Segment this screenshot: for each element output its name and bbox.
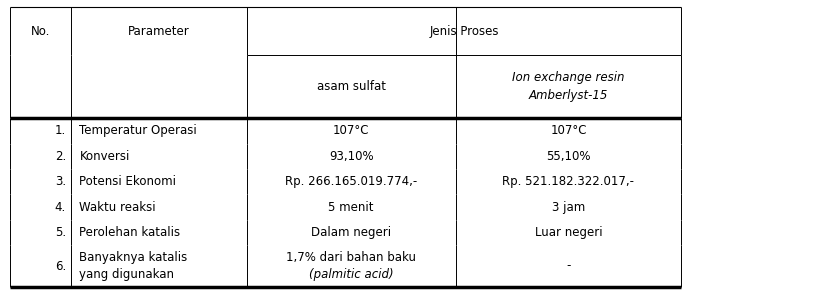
Text: Rp. 521.182.322.017,-: Rp. 521.182.322.017,- (502, 175, 635, 188)
Text: Luar negeri: Luar negeri (535, 226, 602, 239)
Text: Rp. 266.165.019.774,-: Rp. 266.165.019.774,- (285, 175, 417, 188)
Text: Jenis Proses: Jenis Proses (429, 25, 499, 38)
Text: Waktu reaksi: Waktu reaksi (79, 201, 156, 214)
Text: 55,10%: 55,10% (546, 150, 591, 163)
Text: (palmitic acid): (palmitic acid) (308, 268, 394, 281)
Text: 4.: 4. (55, 201, 66, 214)
Text: 3 jam: 3 jam (552, 201, 585, 214)
Text: Perolehan katalis: Perolehan katalis (79, 226, 181, 239)
Text: 107°C: 107°C (333, 124, 370, 138)
Text: 107°C: 107°C (550, 124, 587, 138)
Text: 1.: 1. (55, 124, 66, 138)
Text: asam sulfat: asam sulfat (317, 80, 385, 93)
Text: 6.: 6. (55, 260, 66, 272)
Text: 3.: 3. (55, 175, 66, 188)
Text: Banyaknya katalis
yang digunakan: Banyaknya katalis yang digunakan (79, 251, 187, 281)
Text: -: - (566, 260, 571, 272)
Text: Ion exchange resin
Amberlyst-15: Ion exchange resin Amberlyst-15 (512, 71, 624, 102)
Text: Parameter: Parameter (128, 25, 190, 38)
Text: 5 menit: 5 menit (329, 201, 374, 214)
Text: Potensi Ekonomi: Potensi Ekonomi (79, 175, 176, 188)
Text: 1,7% dari bahan baku: 1,7% dari bahan baku (286, 251, 416, 264)
Text: 2.: 2. (55, 150, 66, 163)
Text: Konversi: Konversi (79, 150, 130, 163)
Text: Temperatur Operasi: Temperatur Operasi (79, 124, 197, 138)
Text: No.: No. (31, 25, 50, 38)
Text: 93,10%: 93,10% (329, 150, 374, 163)
Text: 5.: 5. (55, 226, 66, 239)
Text: Dalam negeri: Dalam negeri (311, 226, 391, 239)
